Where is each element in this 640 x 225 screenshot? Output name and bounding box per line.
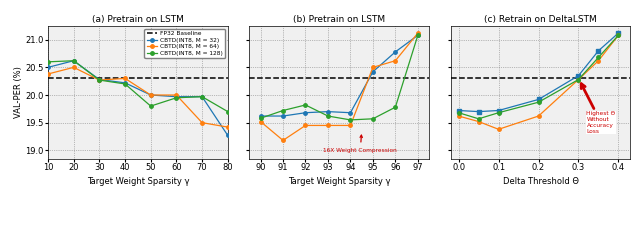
Legend: FP32 Baseline, CBTD(INT8, M = 32), CBTD(INT8, M = 64), CBTD(INT8, M = 128): FP32 Baseline, CBTD(INT8, M = 32), CBTD(…: [145, 29, 225, 58]
Title: (c) Retrain on DeltaLSTM: (c) Retrain on DeltaLSTM: [484, 15, 597, 24]
Text: Highest Θ
Without
Accuracy
Loss: Highest Θ Without Accuracy Loss: [581, 84, 616, 134]
X-axis label: Target Weight Sparsity γ: Target Weight Sparsity γ: [86, 177, 189, 186]
X-axis label: Target Weight Sparsity γ: Target Weight Sparsity γ: [288, 177, 390, 186]
Title: (a) Pretrain on LSTM: (a) Pretrain on LSTM: [92, 15, 184, 24]
Title: (b) Pretrain on LSTM: (b) Pretrain on LSTM: [293, 15, 385, 24]
Text: 16X Weight Compression: 16X Weight Compression: [323, 135, 397, 153]
Y-axis label: VAL-PER (%): VAL-PER (%): [13, 66, 22, 118]
X-axis label: Delta Threshold Θ: Delta Threshold Θ: [502, 177, 579, 186]
